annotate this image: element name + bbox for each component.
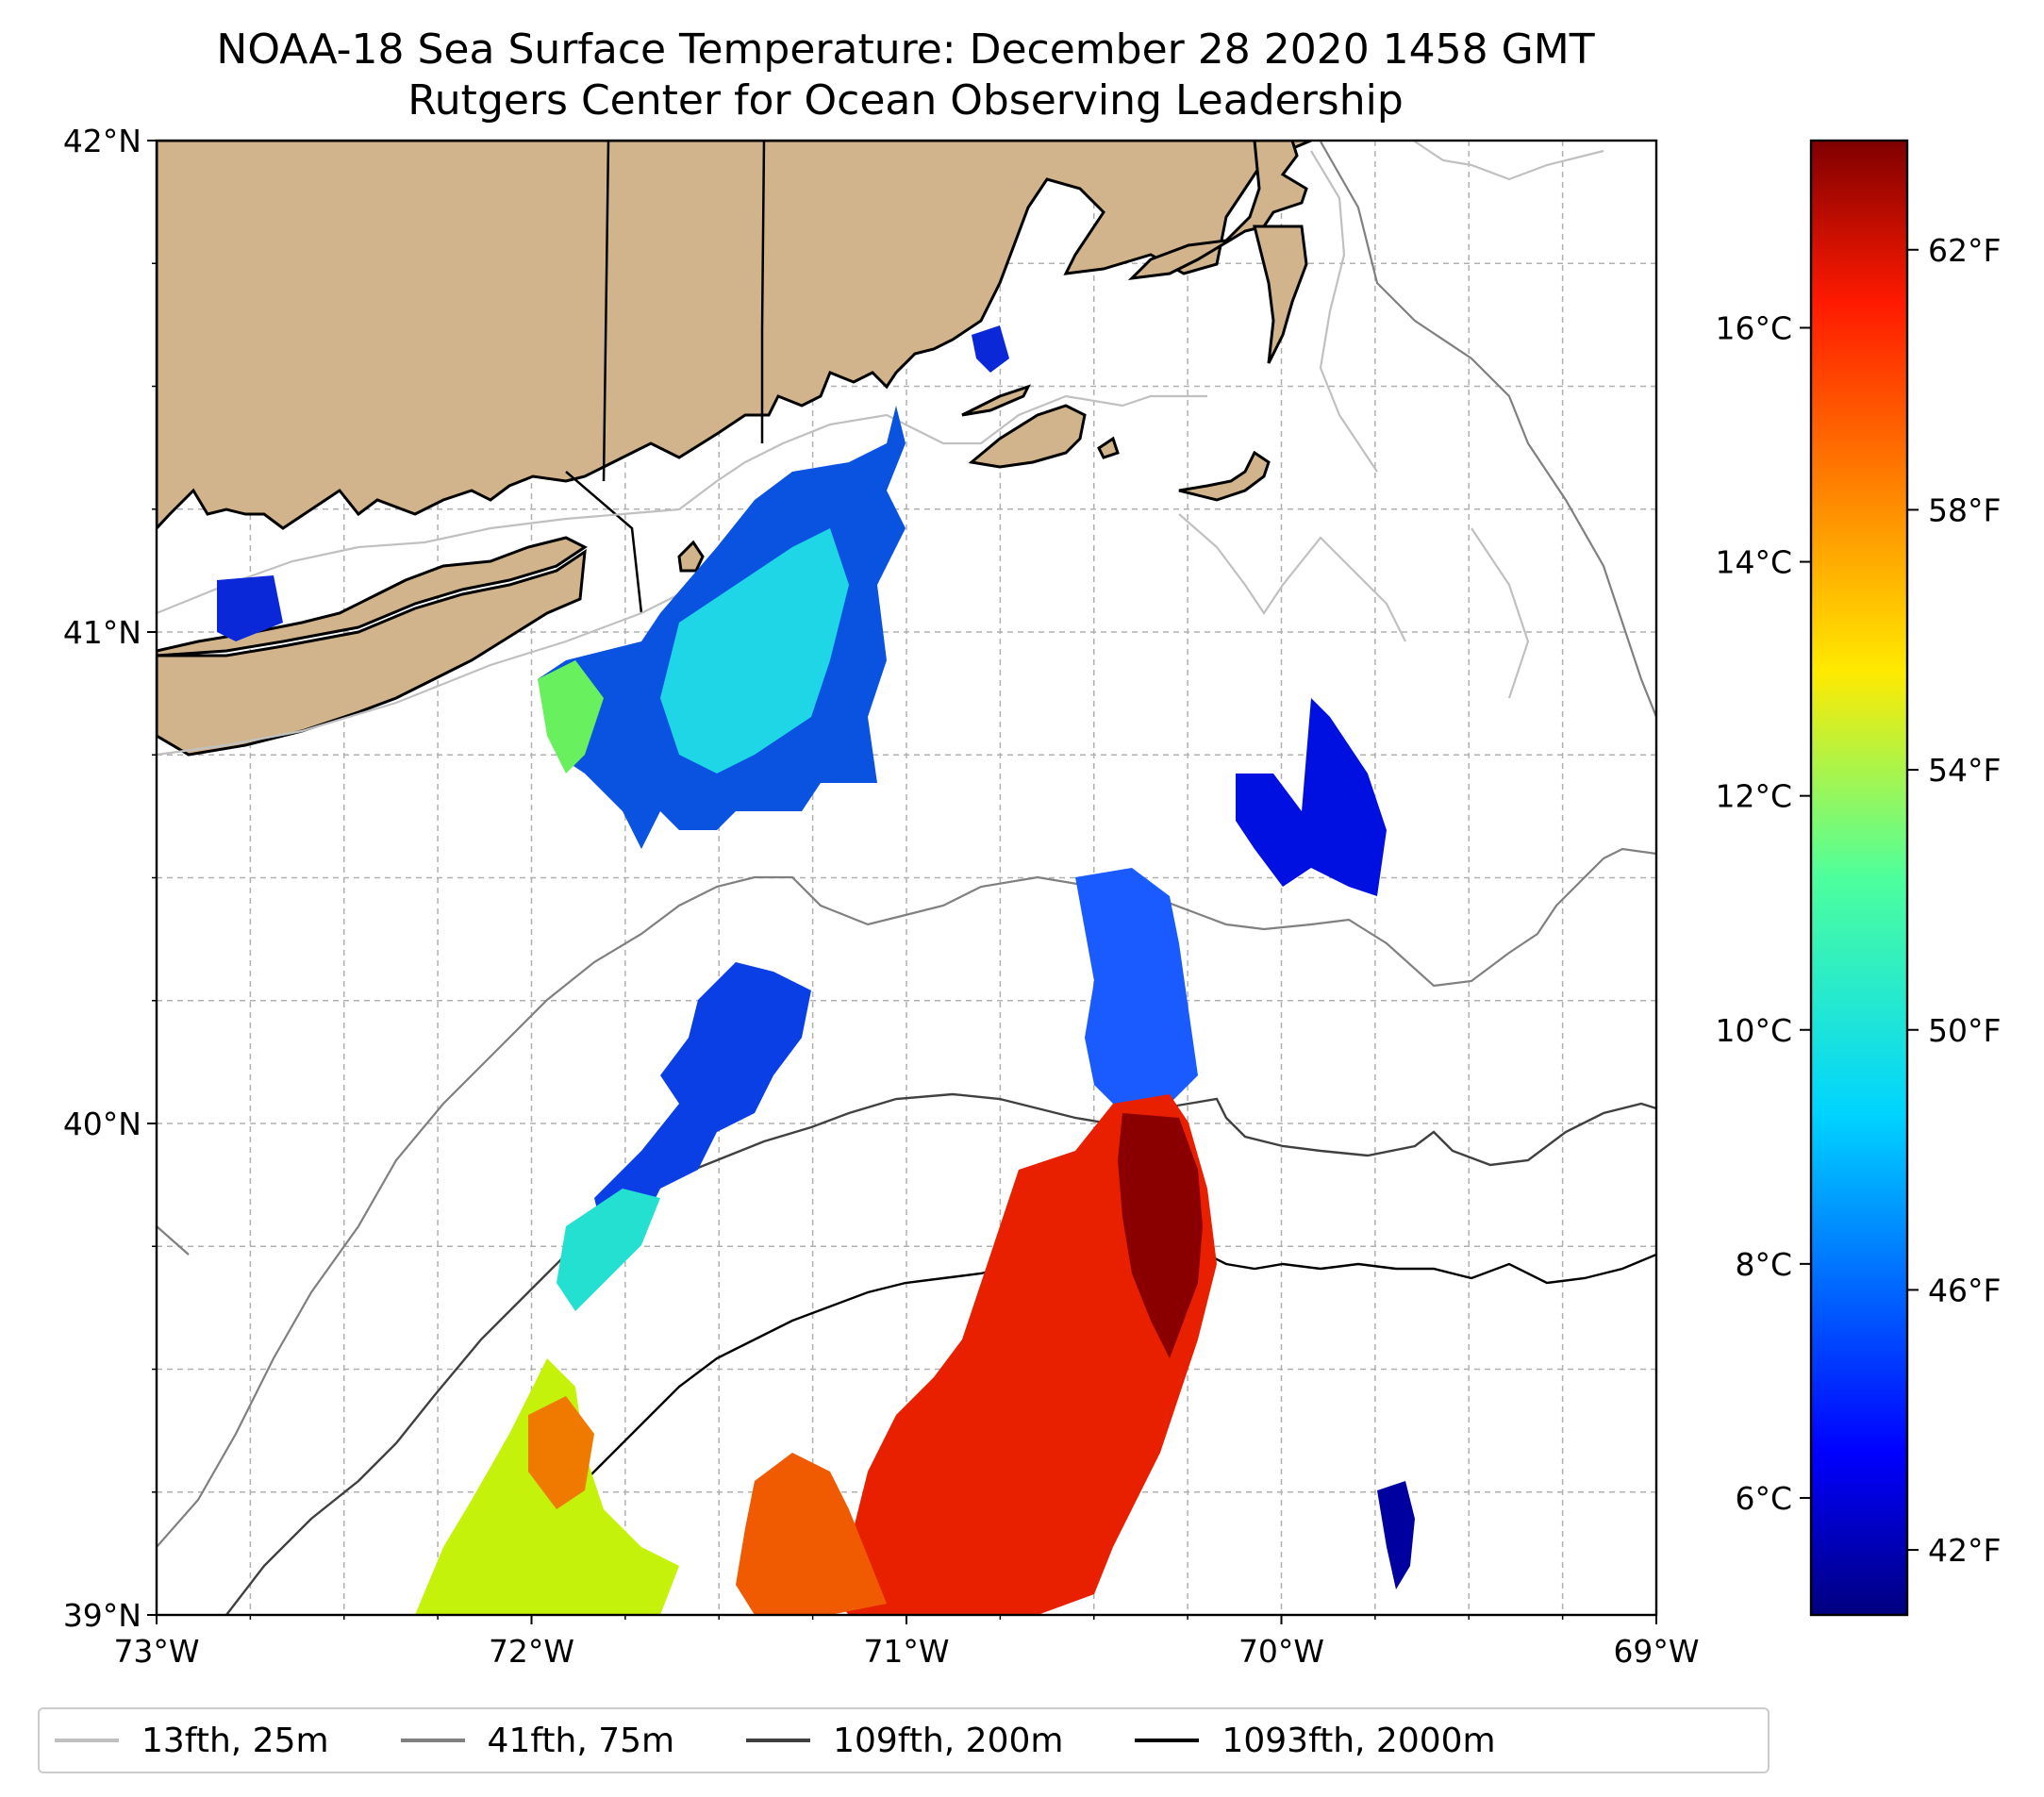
celsius-tick-label: 10°C (1715, 1012, 1792, 1049)
elizabeth-islands (961, 384, 1031, 417)
legend-label: 109fth, 200m (833, 1721, 1064, 1760)
celsius-tick-label: 14°C (1715, 544, 1792, 581)
map-subtitle: Rutgers Center for Ocean Observing Leade… (407, 76, 1404, 125)
sst-patch-middle-column (1075, 868, 1198, 1113)
lon-tick-label: 72°W (489, 1633, 574, 1670)
isobath-25m (157, 141, 1604, 757)
cape-cod-forearm (1253, 225, 1308, 364)
legend-entry: 13fth, 25m (55, 1722, 329, 1760)
fahrenheit-tick-label: 46°F (1928, 1272, 2001, 1308)
lon-tick-label: 73°W (113, 1633, 199, 1670)
sst-patch-isolated-blue (1377, 1481, 1415, 1589)
ny-ct-border (602, 141, 610, 482)
map-title: NOAA-18 Sea Surface Temperature: Decembe… (216, 25, 1595, 74)
fahrenheit-tick-label: 50°F (1928, 1012, 2001, 1049)
lat-tick-label: 39°N (63, 1597, 141, 1634)
celsius-tick-label: 8°C (1735, 1246, 1792, 1283)
tuckernuck (1097, 436, 1120, 459)
legend-entry: 41fth, 75m (400, 1721, 675, 1760)
fahrenheit-tick-label: 42°F (1928, 1532, 2001, 1569)
isobath-75m (157, 141, 1656, 1548)
legend-line-swatch (400, 1739, 465, 1742)
colorbar-fahrenheit-ticks: 62°F 58°F 54°F 50°F 46°F 42°F (1907, 232, 2001, 1569)
celsius-tick-label: 16°C (1715, 309, 1792, 346)
lat-tick-label: 40°N (63, 1106, 141, 1142)
block-island (677, 540, 705, 573)
legend-entry: 1093fth, 2000m (1135, 1721, 1496, 1760)
long-island-south-shore (157, 548, 587, 757)
sst-patch-western-slope (594, 962, 811, 1236)
legend-line-swatch (1135, 1739, 1200, 1742)
sst-patch-east-blue (1236, 698, 1387, 896)
nantucket (1178, 450, 1271, 502)
legend-label: 41fth, 75m (487, 1721, 675, 1760)
colorbar-celsius-ticks: 16°C 14°C 12°C 10°C 8°C 6°C (1715, 309, 1811, 1517)
fahrenheit-tick-label: 58°F (1928, 491, 2001, 528)
celsius-tick-label: 12°C (1715, 778, 1792, 815)
new-england-mainland (157, 141, 1312, 531)
long-island (157, 536, 588, 657)
sst-patch-slope-cyan (557, 1189, 660, 1311)
legend-line-swatch (55, 1739, 119, 1742)
graticule-grid (157, 141, 1656, 1615)
ri-ny-sound-line (565, 471, 643, 614)
legend-line-swatch (746, 1739, 811, 1742)
isobath-200m (225, 1092, 1656, 1615)
map-plot-area (155, 139, 1658, 1617)
sst-patch-gulfstream-red (830, 1094, 1217, 1615)
celsius-tick-label: 6°C (1735, 1480, 1792, 1517)
isobath-legend: 13fth, 25m 41fth, 75m 109fth, 200m 1093fth,… (38, 1707, 1770, 1773)
fahrenheit-tick-label: 54°F (1928, 752, 2001, 789)
marthas-vineyard (968, 404, 1087, 469)
legend-label: 13fth, 25m (141, 1721, 329, 1760)
sst-patch-shelf-cyan (660, 528, 849, 774)
sst-patch-nearshore-li (217, 575, 283, 641)
fahrenheit-tick-label: 62°F (1928, 232, 2001, 269)
lat-tick-label: 42°N (63, 123, 141, 159)
longitude-tick-labels: 73°W 72°W 71°W 70°W 69°W (113, 1615, 1700, 1670)
lon-tick-label: 69°W (1613, 1633, 1699, 1670)
land-masses (157, 141, 1312, 757)
sst-patch-gulfstream-core (1118, 1113, 1203, 1358)
colorbar-gradient (1809, 139, 1909, 1617)
ct-ri-border (760, 141, 766, 331)
sst-patch-southwest-orange (528, 1396, 594, 1509)
latitude-tick-labels: 42°N 41°N 40°N 39°N (63, 123, 157, 1634)
legend-label: 1093fth, 2000m (1221, 1721, 1496, 1760)
colorbar: 16°C 14°C 12°C 10°C 8°C 6°C 62°F 58°F 54°F 50°F 4… (1715, 139, 2001, 1617)
sst-data-layer (217, 325, 1415, 1615)
cape-cod (1127, 141, 1308, 281)
sst-patch-green-west (538, 660, 604, 774)
sst-patch-southwest-red (736, 1453, 887, 1615)
sst-patch-ri-sound (972, 325, 1009, 373)
lon-tick-label: 70°W (1238, 1633, 1324, 1670)
state-borders (565, 141, 766, 614)
legend-entry: 109fth, 200m (746, 1722, 1063, 1760)
lon-tick-label: 71°W (863, 1633, 949, 1670)
lat-tick-label: 41°N (63, 614, 141, 651)
